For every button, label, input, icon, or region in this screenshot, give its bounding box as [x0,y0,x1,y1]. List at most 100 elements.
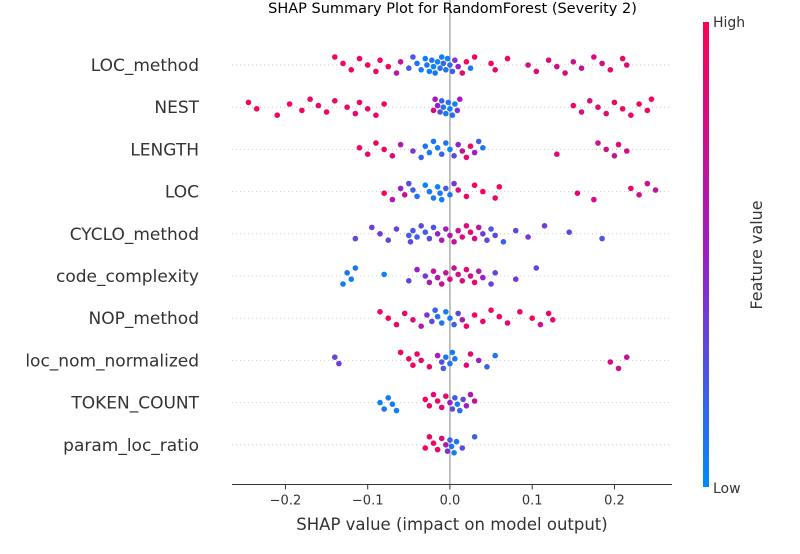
shap-point [434,352,441,359]
shap-point [471,149,478,156]
shap-point [480,188,486,195]
shap-point [381,190,387,196]
shap-point [451,265,457,271]
shap-point [449,349,456,356]
shap-point [512,276,519,283]
shap-point [480,145,486,151]
shap-point [595,140,601,146]
shap-point [418,223,424,229]
shap-point [467,65,474,71]
shap-point [426,149,433,156]
shap-point [471,182,478,188]
shap-point [434,313,441,320]
shap-point [545,57,552,63]
shap-point [438,320,445,326]
shap-point [348,276,355,283]
shap-point [356,145,363,151]
shap-point [381,271,387,278]
shap-point [430,107,437,114]
shap-point [611,99,618,106]
shap-point [434,102,441,109]
shap-point [332,54,338,60]
feature-rows: LOC_method NEST LENGTH LOC CYCLO_method code_… [25,56,672,456]
shap-point [517,309,523,315]
shap-point [454,107,461,114]
shap-point [615,141,622,148]
shap-point [607,67,614,73]
shap-point [595,104,601,110]
shap-point [406,232,412,239]
shap-point [332,98,338,104]
shap-point [444,55,451,62]
shap-point [434,59,441,65]
shap-point [437,65,443,71]
shap-point [356,99,363,106]
shap-point [451,180,457,187]
shap-point [440,104,447,110]
shap-point [438,404,445,411]
shap-point [440,365,447,372]
shap-point [484,237,490,243]
shap-point [448,443,455,450]
shap-point [422,273,429,279]
shap-point [418,67,424,73]
shap-point [623,148,630,154]
shap-point [352,235,359,242]
x-axis-label: SHAP value (impact on model output) [296,515,607,534]
shap-point [451,321,457,328]
shap-point [591,196,597,203]
shap-point [438,359,445,365]
shap-point [447,399,453,406]
shap-point [533,68,540,75]
shap-point [373,112,379,118]
x-tick-label: −0.1 [352,494,384,509]
shap-point [364,151,371,157]
shap-point [636,101,642,107]
shap-point [449,406,456,412]
shap-point [451,450,457,456]
chart-title: SHAP Summary Plot for RandomForest (Seve… [268,1,637,17]
x-axis-ticks: −0.2 −0.1 0.0 0.1 0.2 [270,484,625,509]
shap-point [414,266,420,273]
shap-point [445,99,452,106]
shap-point [471,312,478,318]
shap-point [443,140,449,146]
feature-label: loc_nom_normalized [25,351,199,371]
shap-point [406,278,412,284]
shap-point [457,407,463,414]
shap-point [397,59,404,65]
shap-point [438,98,445,104]
x-tick-label: −0.2 [270,494,302,509]
shap-point [459,148,466,154]
shap-point [467,143,474,149]
shap-point [377,309,383,315]
shap-point [570,59,577,65]
x-tick-label: 0.2 [604,494,625,509]
shap-point [599,60,605,67]
shap-point [475,268,482,275]
shap-point [422,229,429,235]
shap-point [307,96,313,102]
shap-point [549,317,556,323]
shap-point [541,223,548,229]
shap-point [418,154,424,161]
shap-point [422,445,429,451]
shap-point [496,313,503,320]
shap-point [471,279,478,286]
shap-point [463,59,470,65]
shap-point [397,185,404,192]
shap-point [422,396,429,403]
shap-point [447,146,453,153]
feature-label: TOKEN_COUNT [70,394,199,414]
shap-point [352,110,359,117]
shap-point [393,407,400,414]
shap-point [443,185,449,192]
shap-point [424,312,430,318]
shap-point [452,101,458,107]
shap-point [648,96,655,102]
shap-point [449,112,456,118]
shap-point [480,231,486,237]
shap-point [447,62,453,68]
shap-point [570,102,577,109]
